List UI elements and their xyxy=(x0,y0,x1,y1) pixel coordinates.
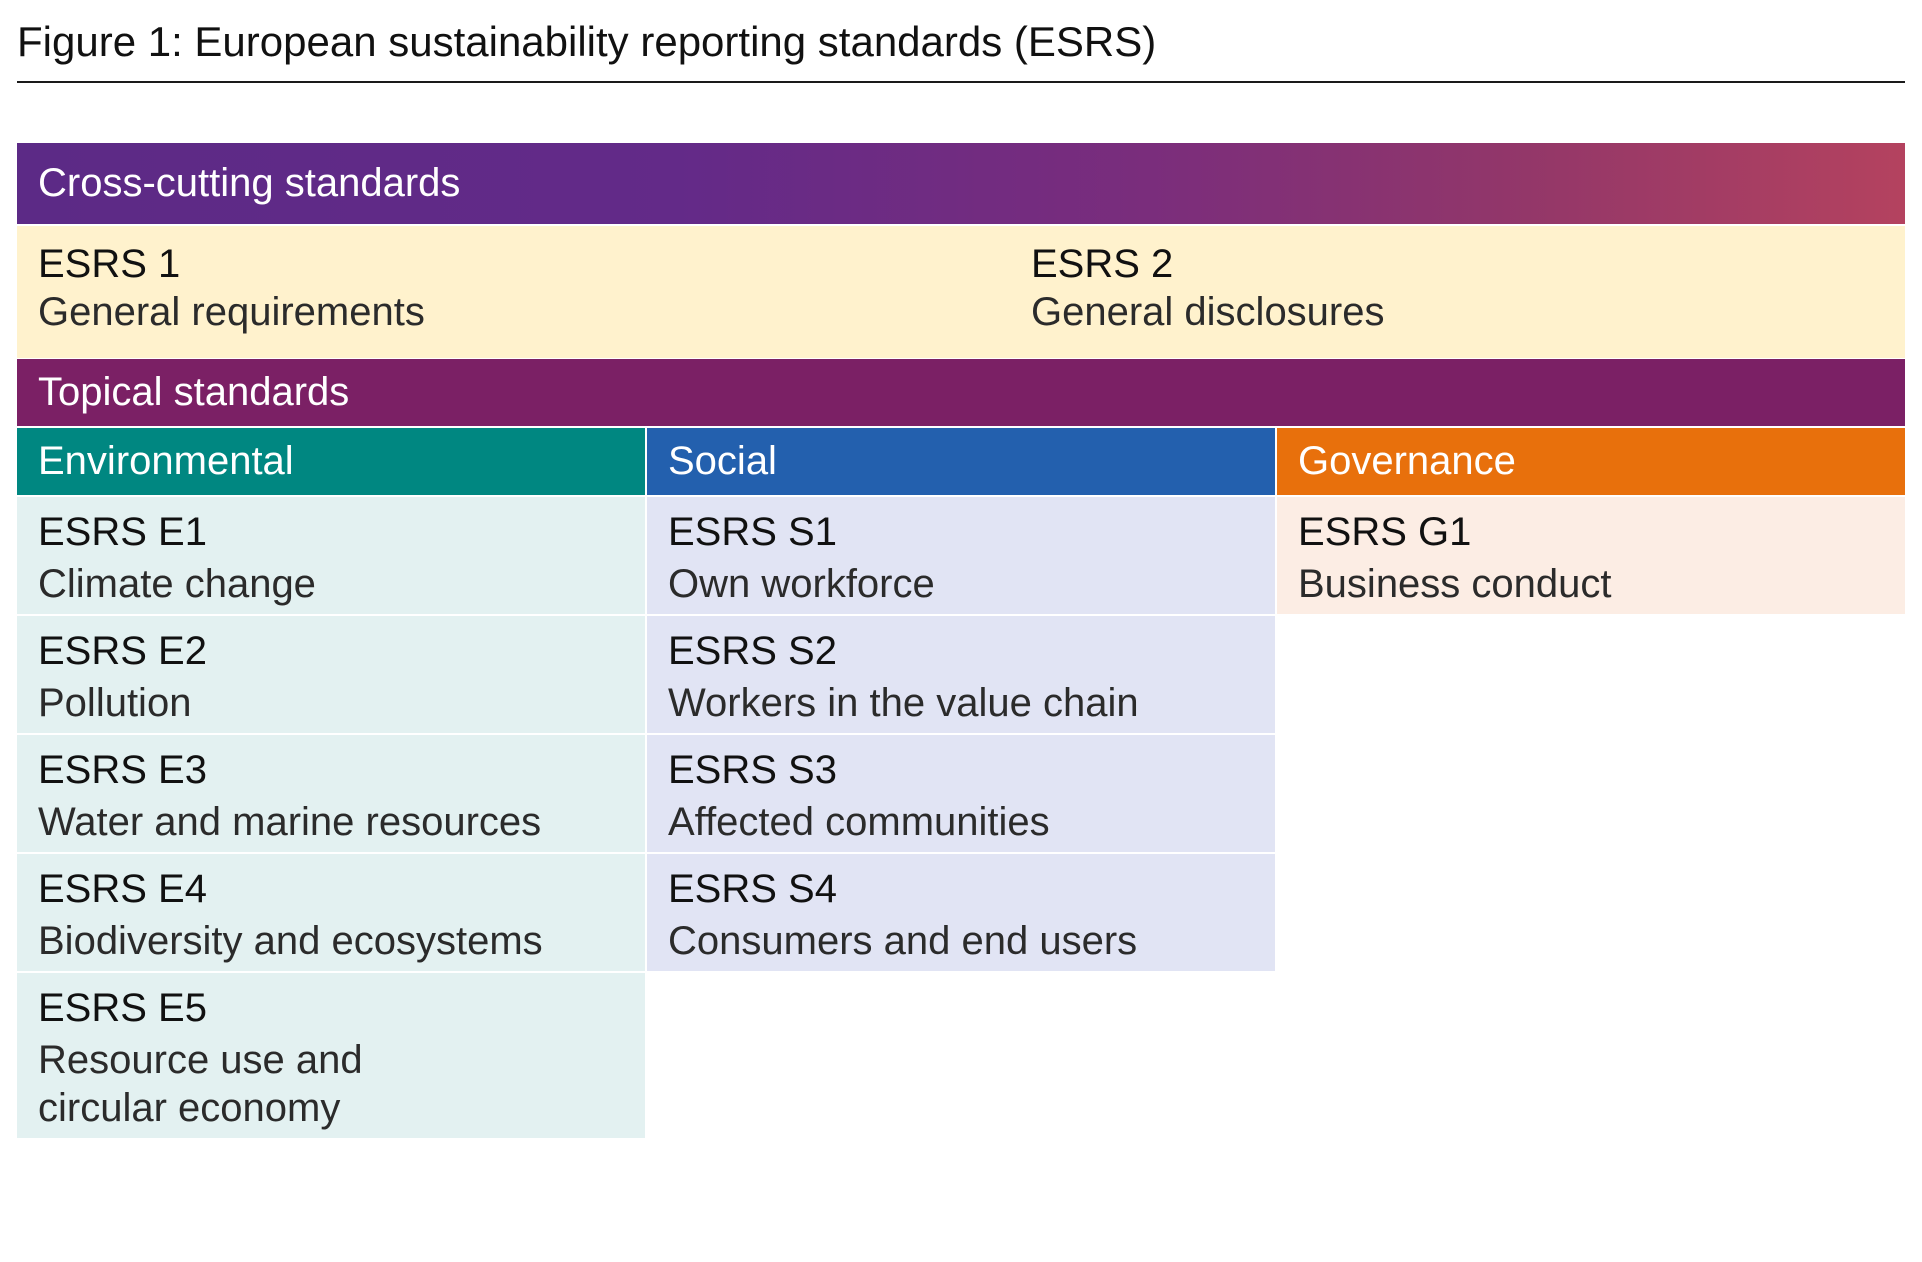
standard-name: Own workforce xyxy=(668,562,935,606)
standard-code: ESRS S3 xyxy=(668,748,837,792)
cross-cutting-header: Cross-cutting standards xyxy=(17,143,1905,224)
governance-column: Governance ESRS G1 Business conduct xyxy=(1277,428,1905,614)
cross-cutting-item-esrs-2: ESRS 2 General disclosures xyxy=(1031,240,1385,336)
standard-code: ESRS S4 xyxy=(668,867,837,911)
title-divider xyxy=(17,81,1905,83)
standard-code: ESRS 2 xyxy=(1031,242,1174,286)
standard-esrs-e1: ESRS E1 Climate change xyxy=(17,495,645,614)
standard-esrs-e2: ESRS E2 Pollution xyxy=(17,614,645,733)
standard-name: Climate change xyxy=(38,562,316,606)
figure-title: Figure 1: European sustainability report… xyxy=(17,18,1157,65)
standard-esrs-s1: ESRS S1 Own workforce xyxy=(647,495,1275,614)
standard-esrs-g1: ESRS G1 Business conduct xyxy=(1277,495,1905,614)
cross-cutting-item-esrs-1: ESRS 1 General requirements xyxy=(38,240,425,336)
standard-code: ESRS E4 xyxy=(38,867,207,911)
social-column: Social ESRS S1 Own workforce ESRS S2 Wor… xyxy=(647,428,1275,971)
topical-standards-header: Topical standards xyxy=(17,359,1905,426)
standard-esrs-s4: ESRS S4 Consumers and end users xyxy=(647,852,1275,971)
standard-name-line-2: circular economy xyxy=(38,1086,341,1130)
standard-name: Workers in the value chain xyxy=(668,681,1139,725)
standard-name: Affected communities xyxy=(668,800,1050,844)
social-header: Social xyxy=(647,428,1275,495)
standard-name: Biodiversity and ecosystems xyxy=(38,919,543,963)
standard-code: ESRS G1 xyxy=(1298,510,1472,554)
standard-name: Consumers and end users xyxy=(668,919,1138,963)
cross-cutting-row: ESRS 1 General requirements ESRS 2 Gener… xyxy=(17,226,1905,358)
environmental-column: Environmental ESRS E1 Climate change ESR… xyxy=(17,428,645,1138)
standard-esrs-e5: ESRS E5 Resource use and circular econom… xyxy=(17,971,645,1138)
environmental-header: Environmental xyxy=(17,428,645,495)
standard-code: ESRS E1 xyxy=(38,510,207,554)
standard-name: General requirements xyxy=(38,290,425,334)
standard-name: General disclosures xyxy=(1031,290,1385,334)
standard-esrs-s2: ESRS S2 Workers in the value chain xyxy=(647,614,1275,733)
standard-code: ESRS E2 xyxy=(38,629,207,673)
standard-code: ESRS E5 xyxy=(38,986,207,1030)
standard-name: Water and marine resources xyxy=(38,800,542,844)
standard-code: ESRS S1 xyxy=(668,510,837,554)
standard-esrs-e3: ESRS E3 Water and marine resources xyxy=(17,733,645,852)
standard-name: Business conduct xyxy=(1298,562,1612,606)
standard-name-line-1: Resource use and xyxy=(38,1038,363,1082)
standard-code: ESRS S2 xyxy=(668,629,837,673)
standard-name: Pollution xyxy=(38,681,192,725)
standard-esrs-s3: ESRS S3 Affected communities xyxy=(647,733,1275,852)
governance-header: Governance xyxy=(1277,428,1905,495)
standard-esrs-e4: ESRS E4 Biodiversity and ecosystems xyxy=(17,852,645,971)
standard-code: ESRS E3 xyxy=(38,748,207,792)
standard-code: ESRS 1 xyxy=(38,242,181,286)
